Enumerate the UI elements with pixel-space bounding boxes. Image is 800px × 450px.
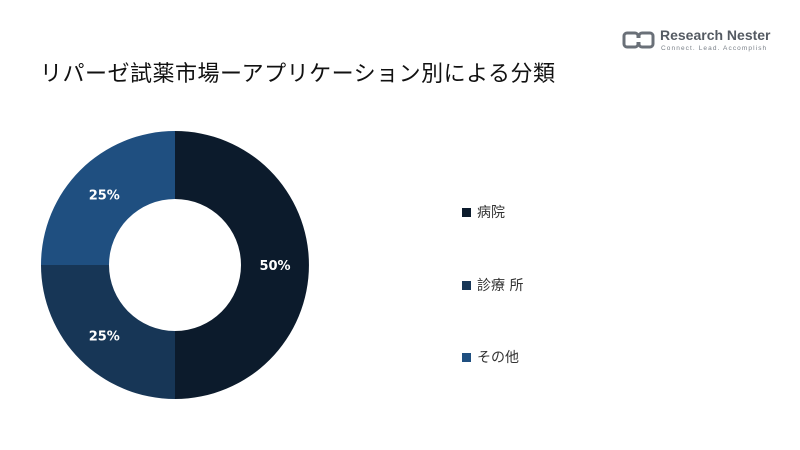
legend-swatch [462, 352, 471, 362]
legend-label: その他 [477, 350, 519, 366]
legend-label: 病院 [477, 205, 505, 221]
legend-swatch [462, 280, 471, 290]
slice-hospital [175, 131, 309, 399]
legend-label: 診療 所 [477, 278, 524, 294]
logo-tagline: Connect. Lead. Accomplish [661, 45, 768, 52]
legend-item-clinic: 診療 所 [462, 276, 523, 294]
research-nester-logo: Research Nester Connect. Lead. Accomplis… [622, 26, 782, 56]
slice-other [41, 131, 175, 265]
logo-name: Research Nester [660, 27, 771, 43]
data-label-clinic: 25% [89, 330, 120, 345]
legend-swatch [462, 207, 471, 217]
legend-item-other: その他 [462, 348, 519, 366]
slice-clinic [41, 265, 175, 399]
legend-item-hospital: 病院 [462, 203, 505, 221]
data-label-other: 25% [89, 188, 120, 203]
chart-title: リパーゼ試薬市場ーアプリケーション別による分類 [40, 62, 556, 87]
data-label-hospital: 50% [259, 259, 290, 274]
research-nester-logo-icon [622, 31, 655, 49]
